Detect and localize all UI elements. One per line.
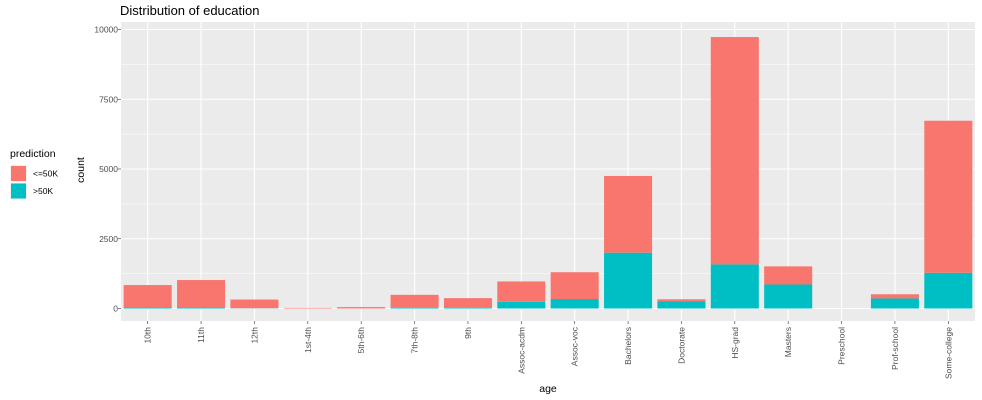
bar-above-50k (443, 307, 492, 309)
x-tick-label: Prof-school (890, 327, 900, 370)
bar-above-50k (657, 301, 706, 309)
legend-title: prediction (10, 148, 56, 160)
y-axis-title: count (75, 157, 87, 183)
x-tick-label: Some-college (943, 327, 953, 379)
bar-above-50k (390, 307, 439, 309)
bar-below-50k (550, 272, 599, 300)
plot-panel (121, 22, 975, 321)
y-tick-label: 2500 (99, 234, 118, 244)
bar-below-50k (283, 307, 332, 309)
x-tick-label: 9th (463, 327, 473, 339)
y-tick-label: 0 (113, 304, 118, 314)
bar-above-50k (177, 307, 226, 309)
y-tick-label: 5000 (99, 164, 118, 174)
x-tick-label: Doctorate (676, 327, 686, 364)
x-tick-label: 12th (249, 327, 259, 344)
bar-above-50k (604, 252, 653, 309)
bar-above-50k (710, 264, 759, 309)
bar-below-50k (710, 37, 759, 265)
x-tick-label: Masters (783, 327, 793, 357)
x-tick-label: 1st-4th (303, 327, 313, 353)
bar-above-50k (764, 284, 813, 309)
bar-below-50k (177, 280, 226, 308)
bar-below-50k (123, 285, 172, 308)
x-tick-label: Bachelors (623, 327, 633, 365)
bar-above-50k (924, 272, 973, 309)
bar-below-50k (230, 299, 279, 309)
bar-above-50k (123, 307, 172, 309)
bar-below-50k (924, 120, 973, 273)
bar-below-50k (497, 281, 546, 302)
x-axis-title: age (539, 383, 557, 395)
x-tick-label: 5th-6th (356, 327, 366, 354)
x-tick-label: Assoc-voc (570, 326, 580, 366)
legend-key (11, 166, 26, 181)
bar-below-50k (657, 299, 706, 302)
legend-label: <=50K (33, 169, 58, 179)
bar-above-50k (870, 298, 919, 309)
panel-background (121, 22, 975, 321)
bar-below-50k (764, 266, 813, 285)
x-tick-label: Assoc-acdm (516, 327, 526, 374)
bar-below-50k (390, 294, 439, 308)
x-tick-label: 10th (143, 327, 153, 344)
bar-below-50k (337, 307, 386, 309)
bar-below-50k (604, 175, 653, 253)
bar-below-50k (870, 294, 919, 299)
legend-key (11, 183, 26, 199)
x-tick-label: 7th-8th (410, 327, 420, 354)
y-tick-label: 10000 (94, 25, 118, 35)
x-tick-label: Preschool (837, 327, 847, 365)
bar-above-50k (550, 299, 599, 309)
x-tick-label: 11th (196, 327, 206, 343)
y-tick-label: 7500 (99, 94, 118, 104)
legend-label: >50K (33, 186, 53, 196)
x-tick-label: HS-grad (730, 327, 740, 359)
bar-below-50k (443, 298, 492, 308)
chart-title: Distribution of education (120, 3, 259, 18)
bar-above-50k (497, 301, 546, 309)
legend: prediction <=50K >50K (10, 148, 58, 200)
